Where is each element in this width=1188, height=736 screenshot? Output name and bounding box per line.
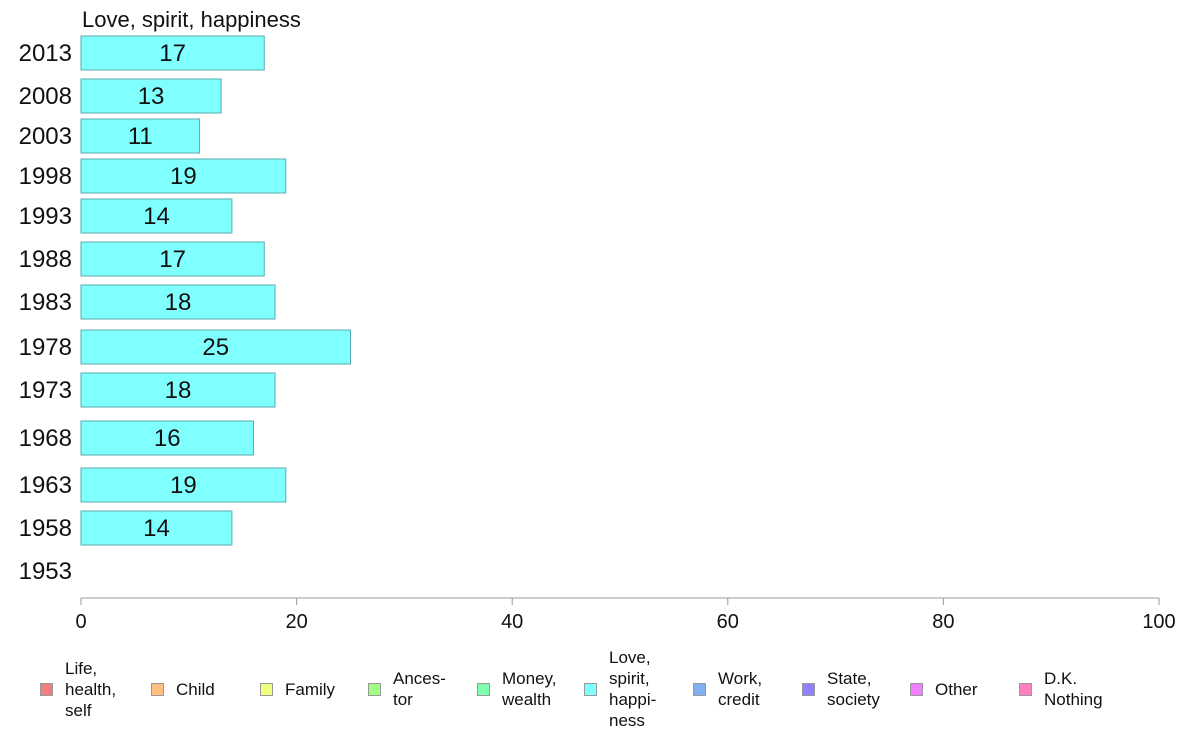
legend-item: D.K. Nothing [1019, 642, 1103, 736]
legend-item: State, society [802, 642, 880, 736]
legend-swatch [40, 682, 53, 696]
category-label: 1958 [19, 515, 72, 542]
legend-item: Life, health, self [40, 642, 116, 736]
legend-label: Other [935, 679, 978, 699]
legend-label: State, society [827, 669, 880, 709]
data-label: 17 [159, 246, 186, 273]
category-label: 2013 [19, 40, 72, 67]
data-label: 11 [128, 123, 153, 150]
bar [80, 78, 222, 114]
legend: Life, health, self Child Family Ances- tor M… [0, 642, 1188, 736]
bar [80, 467, 287, 503]
legend-label: Love, spirit, happi- ness [609, 648, 657, 730]
category-label: 1978 [19, 334, 72, 361]
legend-swatch [802, 682, 815, 696]
bar [80, 35, 265, 71]
data-label: 19 [170, 163, 197, 190]
category-label: 1973 [19, 377, 72, 404]
legend-swatch [693, 682, 706, 696]
legend-item: Love, spirit, happi- ness [584, 642, 656, 736]
category-label: 2008 [19, 83, 72, 110]
data-label: 19 [170, 472, 197, 499]
data-label: 14 [143, 203, 170, 230]
legend-swatch [368, 682, 381, 696]
bar [80, 420, 254, 456]
legend-swatch [1019, 682, 1032, 696]
bar [80, 158, 287, 194]
data-label: 17 [159, 40, 186, 67]
category-label: 1988 [19, 246, 72, 273]
category-label: 2003 [19, 123, 72, 150]
data-label: 14 [143, 515, 170, 542]
legend-label: Child [176, 679, 215, 699]
data-label: 18 [165, 377, 192, 404]
legend-label: Family [285, 679, 336, 699]
legend-item: Family [260, 642, 335, 736]
x-tick-label: 80 [932, 611, 954, 633]
x-tick-label: 20 [285, 611, 307, 633]
category-label: 1983 [19, 289, 72, 316]
data-label: 18 [165, 289, 192, 316]
legend-label: Life, health, self [65, 658, 117, 720]
bar-chart: Love, spirit, happiness 1713111914171825… [19, 7, 1176, 633]
legend-swatch [151, 682, 164, 696]
legend-swatch [260, 682, 273, 696]
legend-item: Work, credit [693, 642, 762, 736]
data-label: 25 [202, 334, 229, 361]
bar [80, 118, 201, 154]
legend-swatch [477, 682, 490, 696]
x-tick-label: 0 [75, 611, 86, 633]
legend-swatch [584, 682, 597, 696]
bar [80, 241, 265, 277]
category-label: 1998 [19, 163, 72, 190]
bar [80, 284, 276, 320]
legend-item: Ances- tor [368, 642, 446, 736]
legend-label: Ances- tor [393, 669, 446, 709]
bar [80, 510, 233, 546]
legend-swatch [910, 682, 923, 696]
category-label: 1963 [19, 472, 72, 499]
chart-title: Love, spirit, happiness [82, 7, 301, 32]
x-tick-label: 40 [501, 611, 523, 633]
legend-item: Money, wealth [477, 642, 557, 736]
category-label: 1968 [19, 425, 72, 452]
legend-item: Child [151, 642, 215, 736]
category-label: 1993 [19, 203, 72, 230]
legend-item: Other [910, 642, 978, 736]
data-label: 16 [154, 425, 181, 452]
x-tick-label: 100 [1142, 611, 1175, 633]
legend-label: D.K. Nothing [1044, 669, 1103, 709]
bar [80, 329, 351, 365]
legend-label: Money, wealth [502, 669, 557, 709]
data-label: 13 [138, 83, 165, 110]
x-tick-label: 60 [717, 611, 739, 633]
bar [80, 372, 276, 408]
category-label: 1953 [19, 558, 72, 585]
legend-label: Work, credit [718, 669, 763, 709]
bar [80, 198, 233, 234]
